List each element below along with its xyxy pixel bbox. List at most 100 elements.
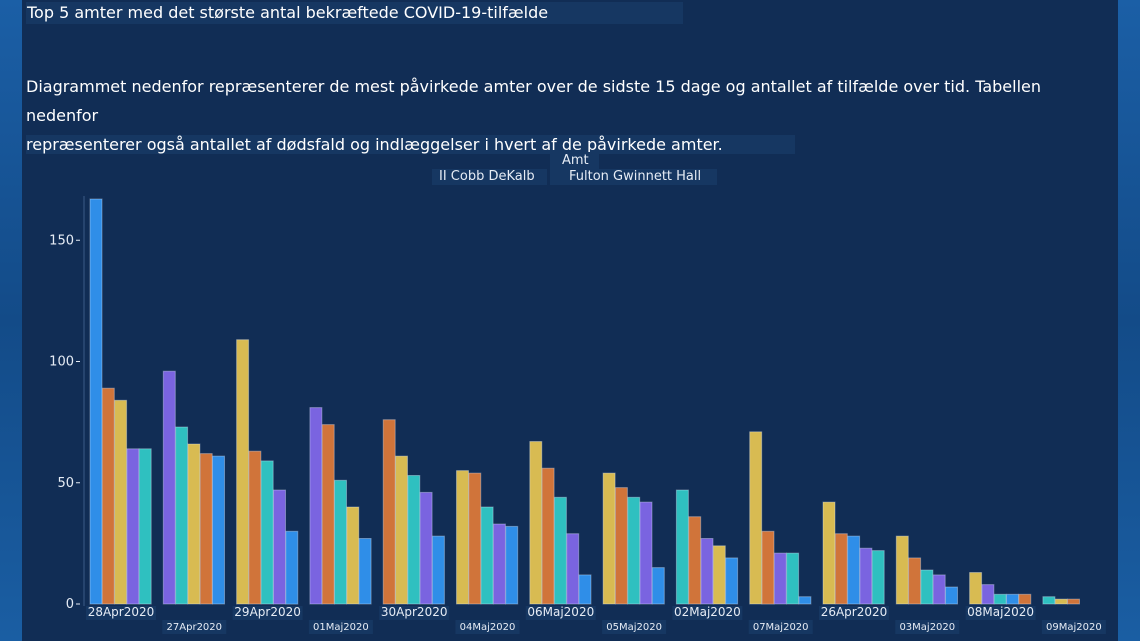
bar-group: [822, 501, 885, 605]
bar-blue[interactable]: [285, 530, 299, 605]
bar-yellow[interactable]: [187, 443, 201, 605]
bar-orange[interactable]: [614, 487, 628, 605]
bar-group: [895, 535, 958, 605]
bar-purple[interactable]: [639, 501, 653, 605]
bar-purple[interactable]: [309, 407, 323, 605]
bar-blue[interactable]: [945, 586, 958, 605]
bar-teal[interactable]: [871, 550, 885, 605]
bar-blue[interactable]: [798, 596, 812, 605]
bar-blue[interactable]: [847, 535, 861, 605]
bar-blue[interactable]: [89, 198, 103, 605]
bar-yellow[interactable]: [1054, 598, 1068, 605]
bar-teal[interactable]: [920, 569, 934, 605]
bar-group: [456, 470, 519, 605]
x-tick-label-background: [162, 620, 227, 634]
description-line-2: repræsenterer også antallet af dødsfald …: [26, 135, 795, 154]
bar-teal[interactable]: [138, 448, 152, 605]
x-tick-label: 02Maj2020: [674, 605, 741, 619]
bar-blue[interactable]: [725, 557, 739, 605]
bar-purple[interactable]: [419, 491, 433, 605]
bar-group: [675, 489, 739, 605]
bar-orange[interactable]: [1067, 598, 1080, 605]
bar-orange[interactable]: [541, 467, 555, 605]
bar-yellow[interactable]: [395, 455, 408, 605]
bar-purple[interactable]: [126, 448, 140, 605]
bar-blue[interactable]: [358, 538, 372, 605]
bar-teal[interactable]: [786, 552, 800, 605]
x-tick-label: 06Maj2020: [527, 605, 594, 619]
legend-entries-left: II Cobb DeKalb: [432, 169, 547, 185]
bar-yellow[interactable]: [712, 545, 726, 605]
x-tick-label: 01Maj2020: [313, 622, 369, 633]
bar-blue[interactable]: [431, 535, 445, 605]
y-tick-label: 0: [66, 597, 74, 612]
bar-purple[interactable]: [773, 552, 787, 605]
bar-orange[interactable]: [321, 424, 335, 605]
y-tick-label: 100: [49, 355, 74, 370]
x-tick-label: 26Apr2020: [821, 605, 888, 619]
x-tick-label: 28Apr2020: [88, 605, 155, 619]
bar-yellow[interactable]: [895, 535, 909, 605]
right-background-strip: [1118, 0, 1140, 641]
bar-groups: [89, 198, 1080, 605]
bar-teal[interactable]: [260, 460, 274, 605]
bar-teal[interactable]: [993, 593, 1007, 605]
bar-orange[interactable]: [834, 533, 848, 605]
bar-purple[interactable]: [162, 370, 176, 605]
bar-group: [969, 572, 1032, 605]
x-tick-label: 05Maj2020: [606, 622, 662, 633]
bar-yellow[interactable]: [822, 501, 836, 605]
bar-blue[interactable]: [578, 574, 592, 605]
bar-orange[interactable]: [468, 472, 482, 605]
bar-group: [749, 431, 812, 605]
bar-teal[interactable]: [480, 506, 494, 605]
bar-orange[interactable]: [382, 419, 396, 605]
bar-group: [89, 198, 152, 605]
bar-group: [602, 472, 665, 605]
description-line-1: Diagrammet nedenfor repræsenterer de mes…: [26, 77, 1041, 125]
bar-purple[interactable]: [700, 538, 714, 605]
bar-teal[interactable]: [675, 489, 689, 605]
y-tick-label: 150: [49, 233, 74, 248]
bar-yellow[interactable]: [749, 431, 763, 605]
x-tick-label-background: [602, 620, 667, 634]
bar-group: [382, 419, 445, 605]
bar-orange[interactable]: [1018, 593, 1032, 605]
bar-blue[interactable]: [651, 567, 665, 605]
bar-yellow[interactable]: [969, 572, 983, 605]
bar-purple[interactable]: [566, 533, 580, 605]
bar-purple[interactable]: [932, 574, 946, 605]
bar-teal[interactable]: [407, 475, 421, 605]
bar-group: [309, 407, 372, 605]
bar-blue[interactable]: [212, 455, 225, 605]
bar-purple[interactable]: [859, 547, 873, 605]
x-tick-label-background: [672, 606, 743, 620]
bar-blue[interactable]: [505, 525, 519, 605]
bar-teal[interactable]: [175, 426, 189, 605]
x-tick-label: 08Maj2020: [967, 605, 1034, 619]
bar-yellow[interactable]: [346, 506, 360, 605]
bar-blue[interactable]: [1006, 593, 1019, 605]
bar-purple[interactable]: [492, 523, 506, 605]
bar-orange[interactable]: [761, 530, 775, 605]
bar-yellow[interactable]: [456, 470, 469, 605]
bar-orange[interactable]: [199, 453, 213, 605]
bar-teal[interactable]: [627, 496, 641, 605]
bar-teal[interactable]: [334, 479, 347, 605]
bar-orange[interactable]: [248, 450, 262, 605]
x-tick-label: 30Apr2020: [381, 605, 448, 619]
bar-purple[interactable]: [981, 584, 995, 605]
bar-teal[interactable]: [553, 496, 567, 605]
bar-orange[interactable]: [908, 557, 922, 605]
bar-yellow[interactable]: [602, 472, 616, 605]
bar-orange[interactable]: [101, 387, 115, 605]
bar-purple[interactable]: [273, 489, 286, 605]
left-background-strip: [0, 0, 22, 641]
bar-yellow[interactable]: [529, 441, 543, 605]
bar-yellow[interactable]: [114, 399, 128, 605]
bar-yellow[interactable]: [236, 339, 250, 605]
x-tick-label-background: [308, 620, 373, 634]
bar-teal[interactable]: [1042, 596, 1056, 605]
page-title: Top 5 amter med det største antal bekræf…: [26, 2, 683, 24]
bar-orange[interactable]: [688, 516, 702, 605]
